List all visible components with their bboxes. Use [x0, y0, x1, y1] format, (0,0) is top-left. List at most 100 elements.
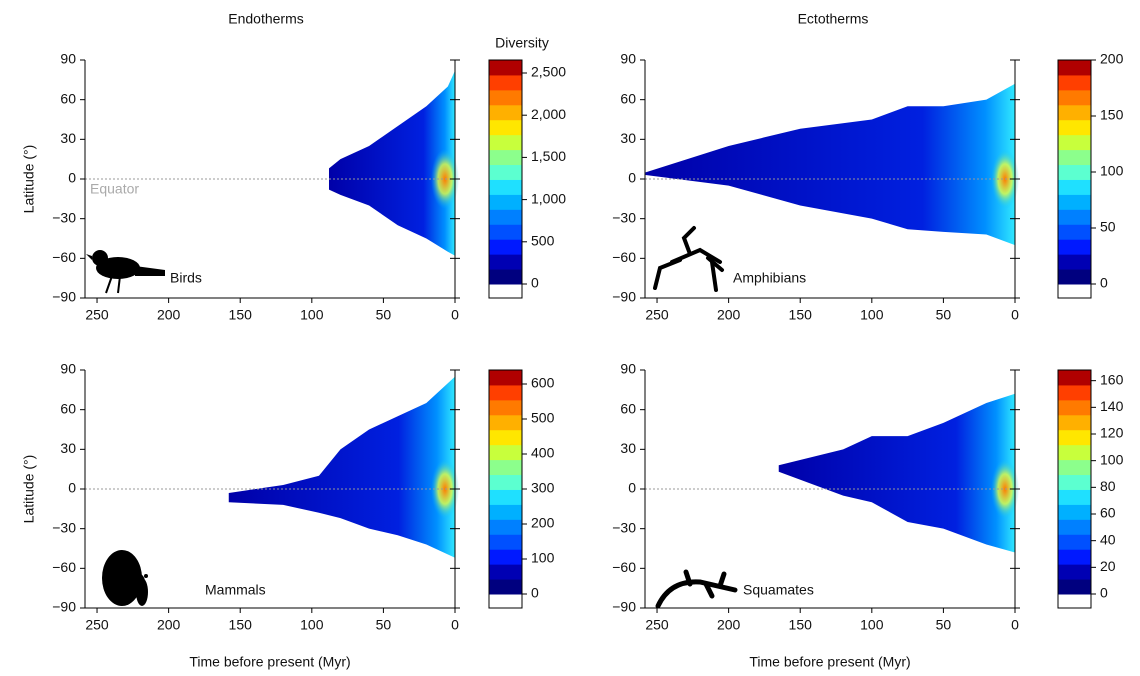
colorbar-band — [1058, 254, 1091, 270]
y-tick-label: −30 — [612, 519, 636, 535]
x-tick-label: 250 — [645, 307, 669, 323]
taxon-label: Amphibians — [733, 270, 806, 286]
colorbar-tick-label: 0 — [531, 585, 539, 601]
colorbar-tick-label: 300 — [531, 480, 555, 496]
colorbar-band — [1058, 459, 1091, 476]
colorbar-band — [1058, 119, 1091, 136]
y-tick-label: 0 — [628, 480, 636, 496]
x-tick-label: 200 — [717, 617, 741, 633]
y-tick-label: 30 — [60, 130, 76, 146]
y-tick-label: −90 — [52, 289, 76, 305]
x-tick-label: 150 — [229, 617, 253, 633]
colorbar-band — [489, 459, 522, 476]
colorbar-band — [489, 414, 522, 431]
colorbar-band — [489, 519, 522, 535]
colorbar-band — [1058, 194, 1091, 210]
colorbar-tick-label: 140 — [1100, 398, 1124, 414]
colorbar-tick-label: 200 — [1100, 51, 1124, 67]
frog-silhouette — [653, 226, 724, 292]
colorbar-band — [1058, 224, 1091, 240]
colorbar-band — [489, 194, 522, 210]
y-tick-label: 0 — [68, 170, 76, 186]
x-tick-label: 0 — [1011, 617, 1019, 633]
colorbar-band — [1058, 414, 1091, 431]
y-tick-label: −90 — [52, 599, 76, 615]
y-tick-label: 60 — [60, 400, 76, 416]
colorbar-band — [489, 504, 522, 520]
colorbar-tick-label: 100 — [1100, 163, 1124, 179]
x-tick-label: 250 — [85, 617, 109, 633]
colorbar-band — [489, 534, 522, 550]
colorbar-band — [1058, 134, 1091, 151]
y-tick-label: 30 — [620, 440, 636, 456]
colorbar-frame — [1057, 369, 1092, 609]
y-axis-label: Latitude (°) — [21, 455, 37, 524]
y-tick-label: 90 — [60, 361, 76, 377]
colorbar-band — [1058, 399, 1091, 416]
y-tick-label: −30 — [52, 519, 76, 535]
colorbar-tick-label: 2,000 — [531, 106, 566, 122]
x-tick-label: 150 — [789, 307, 813, 323]
y-tick-label: 0 — [628, 170, 636, 186]
colorbar-band — [489, 564, 522, 580]
y-tick-label: −30 — [52, 209, 76, 225]
colorbar-tick-label: 1,500 — [531, 148, 566, 164]
y-tick-label: −90 — [612, 289, 636, 305]
colorbar-tick-label: 120 — [1100, 425, 1124, 441]
panel-title: Endotherms — [228, 11, 303, 27]
colorbar-band — [489, 489, 522, 505]
colorbar-tick-label: 0 — [531, 275, 539, 291]
colorbar-tick-label: 0 — [1100, 275, 1108, 291]
colorbar-band — [489, 370, 522, 386]
colorbar-band — [1058, 269, 1091, 285]
x-tick-label: 0 — [451, 617, 459, 633]
y-tick-label: 30 — [620, 130, 636, 146]
colorbar-tick-label: 500 — [531, 410, 555, 426]
colorbar-band — [489, 104, 522, 121]
colorbar-tick-label: 60 — [1100, 505, 1116, 521]
y-tick-label: 90 — [620, 361, 636, 377]
colorbar-tick-label: 600 — [531, 375, 555, 391]
y-tick-label: −30 — [612, 209, 636, 225]
x-tick-label: 0 — [1011, 307, 1019, 323]
y-tick-label: −60 — [612, 559, 636, 575]
colorbar-band — [489, 444, 522, 461]
colorbar-band — [1058, 579, 1091, 595]
colorbar-band — [1058, 564, 1091, 580]
y-tick-label: 60 — [620, 90, 636, 106]
panel-title: Ectotherms — [798, 11, 869, 27]
colorbar-band — [489, 399, 522, 416]
y-tick-label: 60 — [60, 90, 76, 106]
colorbar-band — [489, 179, 522, 195]
x-tick-label: 100 — [860, 307, 884, 323]
colorbar-band — [489, 134, 522, 151]
y-tick-label: −60 — [52, 249, 76, 265]
colorbar-band — [489, 474, 522, 490]
colorbar-band — [489, 209, 522, 225]
colorbar-band — [489, 579, 522, 595]
colorbar-band — [1058, 60, 1091, 76]
colorbar-band — [1058, 209, 1091, 225]
colorbar-tick-label: 100 — [1100, 451, 1124, 467]
colorbar-band — [1058, 179, 1091, 195]
colorbar-band — [489, 254, 522, 270]
x-tick-label: 100 — [300, 307, 324, 323]
colorbar-band — [1058, 474, 1091, 490]
colorbar-band — [489, 74, 522, 91]
colorbar-tick-label: 150 — [1100, 107, 1124, 123]
squirrel-silhouette — [102, 550, 148, 606]
y-tick-label: −60 — [52, 559, 76, 575]
colorbar-tick-label: 0 — [1100, 585, 1108, 601]
colorbar-band — [1058, 370, 1091, 386]
x-axis-label: Time before present (Myr) — [749, 654, 910, 670]
x-tick-label: 250 — [645, 617, 669, 633]
taxon-label: Birds — [170, 270, 202, 286]
y-tick-label: −60 — [612, 249, 636, 265]
colorbar-tick-label: 2,500 — [531, 64, 566, 80]
colorbar-band — [489, 239, 522, 255]
diversity-area — [228, 376, 455, 558]
colorbar-band — [1058, 164, 1091, 180]
y-tick-label: 90 — [60, 51, 76, 67]
colorbar-tick-label: 50 — [1100, 219, 1116, 235]
